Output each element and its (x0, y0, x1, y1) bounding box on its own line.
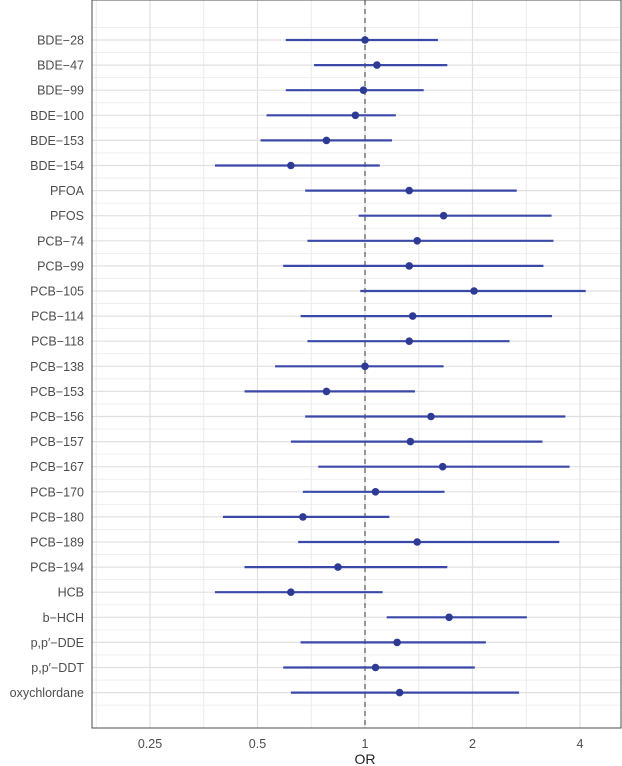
estimate-point (371, 488, 380, 496)
y-tick-label: PCB−156 (30, 410, 84, 424)
y-tick-label: BDE−47 (37, 59, 84, 73)
estimate-point (299, 513, 307, 521)
y-tick-label: PCB−170 (30, 485, 84, 499)
minor-gridlines (92, 0, 621, 728)
estimate-point (405, 262, 414, 270)
x-axis-title: OR (355, 751, 376, 766)
y-tick-label: PCB−138 (30, 360, 84, 374)
x-tick-label: 0.25 (138, 737, 162, 751)
x-tick-label: 0.5 (249, 737, 266, 751)
estimate-point (322, 387, 331, 396)
estimate-point (393, 638, 401, 647)
y-tick-label: BDE−153 (30, 134, 84, 148)
y-tick-label: PCB−153 (30, 385, 84, 399)
estimate-point (395, 688, 404, 697)
x-tick-label: 4 (577, 737, 584, 751)
estimate-point (334, 563, 342, 571)
y-tick-label: PCB−99 (37, 259, 84, 273)
y-tick-label: BDE−154 (30, 159, 84, 173)
y-tick-label: PCB−74 (37, 234, 84, 248)
estimate-point (413, 237, 421, 245)
y-tick-label: BDE−99 (37, 84, 84, 98)
estimate-point (371, 663, 380, 672)
estimate-point (439, 211, 448, 220)
y-tick-label: PCB−114 (31, 310, 84, 324)
estimate-point (427, 412, 435, 421)
estimate-point (361, 36, 369, 44)
y-axis-labels: BDE−28 BDE−47 BDE−99 BDE−100 BDE−153 BDE−154 P… (10, 34, 85, 701)
estimate-point (413, 538, 421, 546)
estimate-point (287, 161, 295, 170)
estimate-point (445, 613, 453, 622)
y-tick-label: PCB−189 (30, 536, 84, 550)
estimate-point (405, 337, 414, 346)
estimate-point (470, 287, 478, 295)
estimate-point (361, 362, 369, 371)
estimate-point (408, 312, 417, 320)
y-tick-label: PCB−180 (30, 510, 84, 524)
estimate-point (287, 588, 295, 596)
y-tick-label: BDE−28 (37, 34, 84, 48)
estimate-marks (214, 36, 586, 697)
y-tick-label: p,p′−DDT (31, 661, 84, 675)
x-tick-label: 2 (469, 737, 476, 751)
estimate-point (406, 437, 415, 446)
x-tick-label: 1 (362, 737, 369, 751)
y-tick-label: PCB−157 (30, 435, 84, 449)
y-tick-label: b−HCH (43, 611, 84, 625)
y-tick-label: HCB (58, 586, 84, 600)
y-tick-label: oxychlordane (10, 686, 84, 700)
x-axis-labels: 0.25 0.5 1 2 4 (138, 737, 584, 751)
y-tick-label: PFOS (50, 209, 84, 223)
y-tick-label: PFOA (50, 184, 85, 198)
estimate-point (438, 462, 447, 471)
estimate-point (322, 136, 331, 145)
y-tick-label: PCB−167 (30, 460, 84, 474)
y-tick-label: PCB−105 (30, 285, 84, 299)
estimate-point (359, 86, 368, 94)
estimate-point (373, 61, 381, 69)
y-tick-label: BDE−100 (30, 109, 84, 123)
estimate-point (351, 111, 360, 120)
y-tick-label: PCB−118 (31, 335, 84, 349)
estimate-point (405, 186, 414, 195)
y-tick-label: PCB−194 (30, 561, 84, 575)
y-tick-label: p,p′−DDE (31, 636, 84, 650)
plot-panel-border (91, 0, 622, 729)
plot-panel-background (92, 0, 622, 728)
